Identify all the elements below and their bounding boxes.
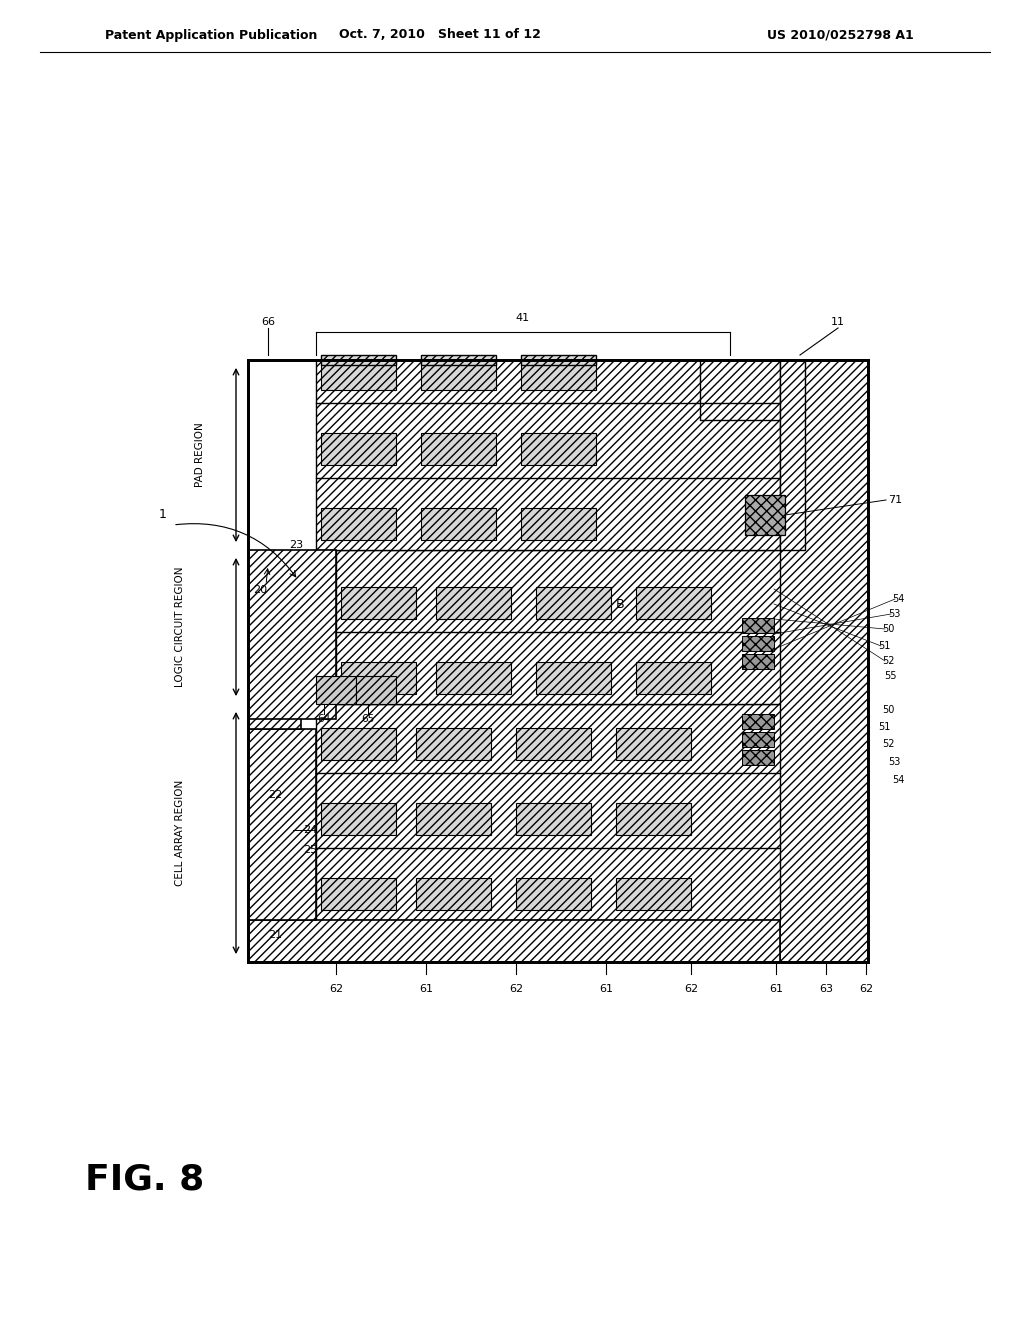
Bar xyxy=(248,360,868,962)
Text: 61: 61 xyxy=(769,983,783,994)
Bar xyxy=(436,587,511,619)
Bar xyxy=(316,360,780,550)
Bar xyxy=(516,878,591,909)
Bar xyxy=(745,495,785,535)
Text: 54: 54 xyxy=(892,594,904,605)
Text: 53: 53 xyxy=(888,609,900,619)
Text: 51: 51 xyxy=(878,722,890,733)
Text: 61: 61 xyxy=(599,983,613,994)
Bar xyxy=(616,803,691,836)
Text: 11: 11 xyxy=(831,317,845,327)
Bar xyxy=(316,676,356,704)
Bar xyxy=(248,729,316,920)
Text: Oct. 7, 2010   Sheet 11 of 12: Oct. 7, 2010 Sheet 11 of 12 xyxy=(339,29,541,41)
Bar xyxy=(742,733,774,747)
Text: FIG. 8: FIG. 8 xyxy=(85,1163,204,1197)
Text: 71: 71 xyxy=(888,495,902,506)
Text: PAD REGION: PAD REGION xyxy=(195,422,205,487)
Bar xyxy=(516,803,591,836)
Bar xyxy=(636,587,711,619)
Bar xyxy=(516,729,591,760)
Bar xyxy=(616,729,691,760)
Text: 25: 25 xyxy=(303,845,317,855)
Text: 21: 21 xyxy=(268,931,283,940)
Text: 54: 54 xyxy=(892,775,904,785)
Text: US 2010/0252798 A1: US 2010/0252798 A1 xyxy=(767,29,913,41)
Text: 62: 62 xyxy=(509,983,523,994)
Text: 50: 50 xyxy=(882,624,894,634)
Text: Patent Application Publication: Patent Application Publication xyxy=(105,29,317,41)
Text: 24: 24 xyxy=(303,825,317,836)
Bar xyxy=(742,636,774,651)
Bar xyxy=(341,587,416,619)
Text: 20: 20 xyxy=(253,585,267,595)
Text: 61: 61 xyxy=(419,983,433,994)
Text: LOGIC CIRCUIT REGION: LOGIC CIRCUIT REGION xyxy=(175,566,185,688)
Bar xyxy=(321,729,396,760)
Text: 1: 1 xyxy=(159,508,167,521)
Bar xyxy=(416,729,490,760)
Bar xyxy=(336,550,780,704)
Bar xyxy=(421,433,496,465)
Text: 22: 22 xyxy=(268,789,283,800)
Bar xyxy=(421,355,496,366)
Text: 52: 52 xyxy=(882,739,894,748)
Text: 23: 23 xyxy=(289,540,303,550)
Text: 55: 55 xyxy=(884,671,896,681)
Text: 41: 41 xyxy=(516,313,530,323)
Bar xyxy=(616,878,691,909)
Bar xyxy=(248,550,336,719)
Bar xyxy=(780,360,805,550)
Bar xyxy=(316,704,780,920)
Bar xyxy=(521,355,596,366)
Text: 52: 52 xyxy=(882,656,894,667)
Bar xyxy=(421,358,496,389)
Text: CELL ARRAY REGION: CELL ARRAY REGION xyxy=(175,780,185,886)
Bar xyxy=(356,676,396,704)
Text: 65: 65 xyxy=(361,714,375,723)
Bar xyxy=(248,920,780,962)
Text: 51: 51 xyxy=(878,642,890,651)
Text: 62: 62 xyxy=(329,983,343,994)
Bar xyxy=(421,508,496,540)
Bar xyxy=(321,878,396,909)
Text: 63: 63 xyxy=(819,983,833,994)
Bar xyxy=(536,587,611,619)
Bar xyxy=(742,618,774,634)
Bar xyxy=(742,653,774,669)
Bar xyxy=(321,358,396,389)
Bar xyxy=(321,355,396,366)
Bar xyxy=(321,508,396,540)
Bar xyxy=(700,360,780,420)
Bar xyxy=(521,358,596,389)
Bar xyxy=(248,704,301,729)
Text: 62: 62 xyxy=(684,983,698,994)
Bar xyxy=(521,433,596,465)
Text: 62: 62 xyxy=(859,983,873,994)
Bar xyxy=(536,663,611,694)
Bar xyxy=(321,803,396,836)
Bar xyxy=(636,663,711,694)
Text: B: B xyxy=(615,598,625,610)
Bar xyxy=(780,360,805,550)
Bar xyxy=(780,360,868,962)
Bar xyxy=(521,508,596,540)
Bar xyxy=(416,803,490,836)
Text: 64: 64 xyxy=(317,714,331,723)
Bar xyxy=(341,663,416,694)
Bar xyxy=(321,433,396,465)
Bar xyxy=(700,360,780,420)
Bar xyxy=(416,878,490,909)
Bar xyxy=(742,714,774,729)
Text: 50: 50 xyxy=(882,705,894,715)
Bar xyxy=(742,750,774,766)
Text: 53: 53 xyxy=(888,756,900,767)
Text: 66: 66 xyxy=(261,317,275,327)
Bar xyxy=(436,663,511,694)
